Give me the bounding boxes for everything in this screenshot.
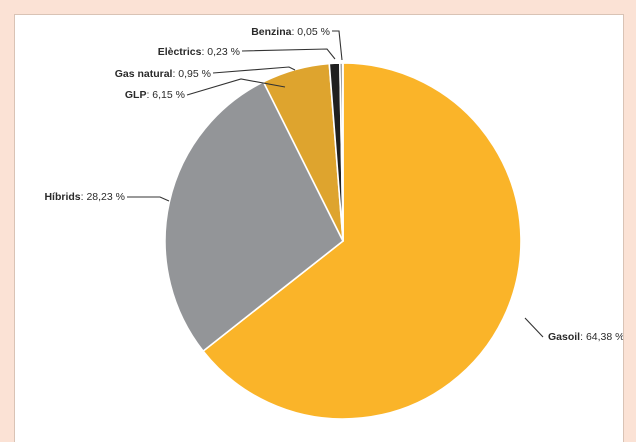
slice-label-value: : 28,23 % (81, 191, 125, 203)
leader-lines (127, 30, 544, 338)
pie-slice-benzina (341, 62, 344, 242)
slice-label-name: Elèctrics (158, 46, 202, 58)
pie-slice-gasoil (202, 62, 522, 420)
slice-label-hibrids: Híbrids: 28,23 % (44, 191, 125, 203)
slice-label-name: Gas natural (115, 68, 173, 80)
slice-label-electrics: Elèctrics: 0,23 % (158, 46, 240, 58)
slice-label-value: : 0,95 % (172, 68, 211, 80)
slice-label-name: Híbrids (44, 191, 80, 203)
pie-chart: Gasoil: 64,38 % Híbrids: 28,23 % GLP: 6,15… (44, 26, 623, 420)
slice-label-value: : 0,23 % (201, 46, 240, 58)
slice-label-name: GLP (125, 89, 147, 101)
chart-frame: Gasoil: 64,38 % Híbrids: 28,23 % GLP: 6,15… (14, 14, 624, 442)
pie-slices (164, 62, 522, 420)
slice-label-glp: GLP: 6,15 % (125, 89, 185, 101)
leader-line-electrics (241, 48, 336, 60)
slice-label-name: Benzina (251, 26, 291, 38)
slice-label-value: : 6,15 % (146, 89, 185, 101)
slice-label-name: Gasoil (548, 331, 580, 343)
pie-slice-hibrids (164, 81, 344, 352)
leader-line-gasoil (524, 317, 544, 338)
leader-line-glp (186, 78, 286, 96)
leader-line-benzina (332, 30, 343, 61)
slice-label-gas-natural: Gas natural: 0,95 % (115, 68, 211, 80)
slice-label-gasoil: Gasoil: 64,38 % (548, 331, 623, 343)
leader-line-hibrids (127, 196, 170, 202)
slice-label-value: : 0,05 % (291, 26, 330, 38)
leader-line-gas-natural (212, 66, 296, 74)
slice-label-benzina: Benzina: 0,05 % (251, 26, 330, 38)
slice-label-value: : 64,38 % (580, 331, 623, 343)
slice-labels: Gasoil: 64,38 % Híbrids: 28,23 % GLP: 6,15… (44, 26, 623, 343)
